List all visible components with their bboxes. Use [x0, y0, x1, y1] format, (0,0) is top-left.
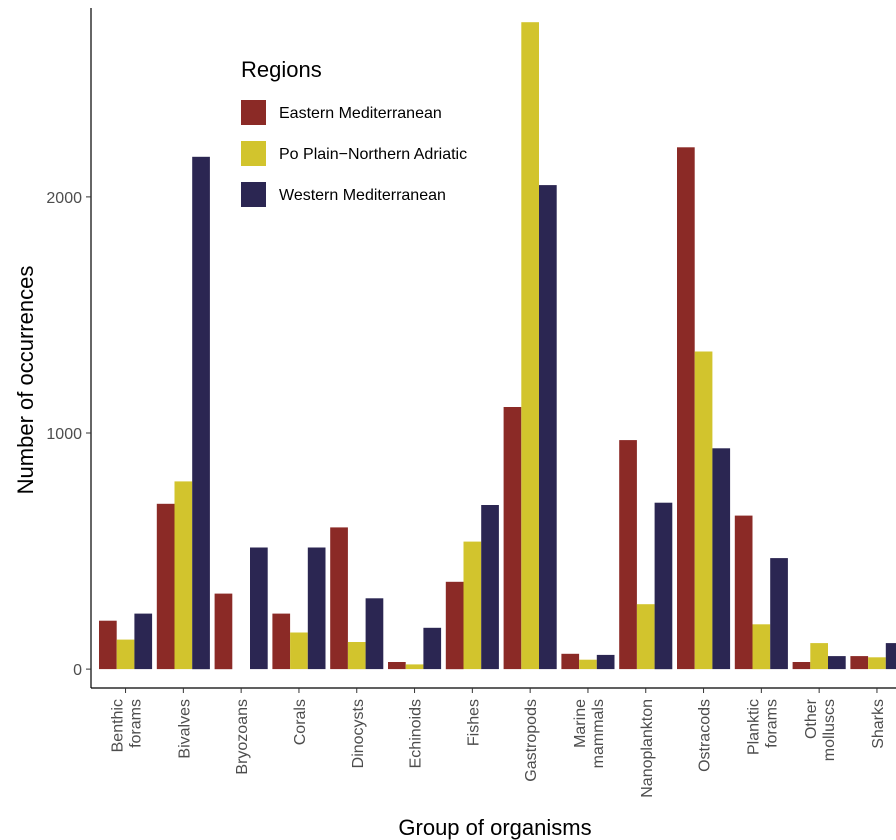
- bars-group: [99, 22, 896, 670]
- bar-2-5: [423, 627, 442, 670]
- bar-0-10: [677, 147, 695, 670]
- x-tick-label: Bivalves: [176, 699, 193, 759]
- bar-2-0: [134, 613, 153, 670]
- bar-2-12: [828, 656, 846, 670]
- bar-1-12: [810, 643, 828, 670]
- x-tick-label: Echinoids: [408, 699, 425, 768]
- x-tick-label: molluscs: [821, 699, 838, 761]
- bar-0-7: [503, 407, 522, 670]
- bar-0-0: [99, 620, 117, 670]
- bar-2-7: [539, 185, 557, 670]
- bar-2-6: [481, 505, 499, 670]
- bar-0-6: [445, 581, 464, 670]
- y-tick-label: 2000: [46, 190, 82, 207]
- bar-2-11: [770, 558, 788, 670]
- legend-label: Western Mediterranean: [279, 187, 446, 204]
- bar-1-6: [463, 541, 482, 670]
- x-tick-label: Sharks: [870, 699, 887, 749]
- bar-1-7: [521, 22, 539, 670]
- x-tick-label: Nanoplankton: [639, 699, 656, 798]
- bar-1-4: [347, 642, 366, 670]
- bar-1-9: [636, 604, 655, 670]
- legend-swatch: [241, 100, 266, 125]
- bar-1-13: [868, 657, 886, 670]
- x-tick-label: Marine: [572, 699, 589, 748]
- x-tick-label: Ostracods: [697, 699, 714, 772]
- y-tick-label: 0: [73, 662, 82, 679]
- legend-items: Eastern Mediterranean Po Plain−Northern A…: [241, 100, 467, 207]
- bar-1-0: [116, 639, 135, 670]
- bar-1-8: [579, 659, 597, 670]
- legend-swatch: [241, 141, 266, 166]
- bar-2-2: [250, 547, 268, 670]
- x-tick-label: Benthic: [110, 699, 127, 752]
- x-tick-label: Gastropods: [523, 699, 540, 782]
- bar-2-8: [596, 654, 615, 670]
- bar-0-12: [792, 662, 811, 670]
- bar-0-5: [388, 662, 406, 670]
- bar-2-4: [365, 598, 384, 670]
- bar-0-3: [272, 613, 291, 670]
- bar-0-9: [619, 440, 637, 670]
- bar-2-1: [192, 156, 210, 670]
- x-tick-label: mammals: [590, 699, 607, 768]
- bar-0-13: [850, 656, 869, 670]
- x-axis-ticks: Benthic forams Bivalves Bryozoans Corals Dino…: [110, 688, 887, 798]
- x-tick-label: Dinocysts: [350, 699, 367, 768]
- bar-2-3: [307, 547, 326, 670]
- bar-0-11: [734, 515, 753, 670]
- x-tick-label: Other: [803, 698, 820, 739]
- legend-label: Po Plain−Northern Adriatic: [279, 146, 467, 163]
- bar-1-10: [694, 351, 713, 670]
- bar-2-10: [712, 448, 731, 670]
- x-tick-label: Corals: [292, 699, 309, 745]
- bar-1-3: [290, 632, 308, 670]
- legend-swatch: [241, 182, 266, 207]
- x-tick-label: Planktic: [745, 699, 762, 755]
- bar-0-1: [156, 503, 175, 670]
- legend-label: Eastern Mediterranean: [279, 105, 442, 122]
- bar-2-13: [885, 643, 896, 670]
- legend-title: Regions: [241, 57, 322, 82]
- y-axis-ticks: 0 1000 2000: [46, 190, 91, 679]
- x-tick-label: Bryozoans: [234, 699, 251, 775]
- bar-2-9: [654, 502, 673, 670]
- bar-1-5: [405, 664, 424, 670]
- legend: Regions Eastern Mediterranean Po Plain−No…: [241, 57, 467, 207]
- x-tick-label: forams: [763, 699, 780, 748]
- x-tick-label: forams: [128, 699, 145, 748]
- bar-0-2: [214, 593, 233, 670]
- bar-1-1: [174, 481, 193, 670]
- x-tick-label: Fishes: [465, 699, 482, 746]
- y-axis-title: Number of occurrences: [13, 266, 38, 495]
- bar-0-8: [561, 653, 580, 670]
- bar-0-4: [330, 527, 348, 670]
- x-axis-title: Group of organisms: [398, 815, 591, 840]
- y-tick-label: 1000: [46, 426, 82, 443]
- bar-1-11: [752, 624, 771, 670]
